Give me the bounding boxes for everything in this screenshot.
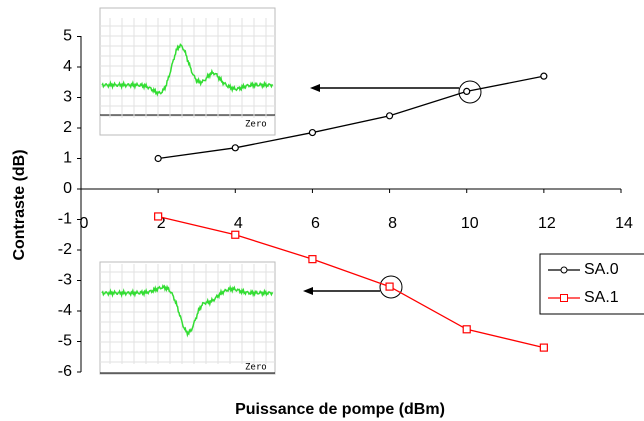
series-line [158, 75, 544, 160]
y-tick-label: -1 [58, 211, 72, 228]
series-line [157, 215, 545, 349]
legend-marker [560, 266, 568, 274]
x-tick-label: 14 [615, 215, 633, 232]
point [462, 325, 471, 334]
point [154, 154, 162, 163]
inset-trace [101, 43, 274, 97]
legend-label: SA.0 [584, 261, 619, 278]
point [540, 72, 548, 80]
inset-bottom [99, 261, 276, 375]
y-tick-label: 1 [63, 150, 72, 167]
x-tick-label: 4 [234, 215, 243, 232]
point [231, 144, 239, 152]
legend [539, 253, 644, 315]
x-axis-title: Puissance de pompe (dBm) [235, 401, 445, 418]
inset-label: Zero [245, 120, 267, 130]
x-tick-label: 0 [80, 215, 89, 232]
point [308, 255, 317, 264]
point [231, 230, 240, 239]
x-tick-label: 2 [157, 215, 166, 232]
x-tick-label: 10 [461, 215, 479, 232]
y-tick-label: 4 [63, 58, 72, 75]
x-tick-label: 6 [311, 215, 320, 232]
y-tick-label: -6 [58, 363, 72, 380]
y-tick-label: 0 [63, 180, 72, 197]
inset-top [99, 7, 276, 136]
insets: Zero Zero [99, 7, 276, 375]
legend-marker [560, 294, 568, 302]
x-tick-label: 12 [538, 215, 556, 232]
point [463, 87, 471, 96]
point [539, 343, 548, 352]
legend-label: SA.1 [584, 289, 619, 306]
highlight-circle [379, 275, 403, 299]
y-tick-label: -3 [58, 272, 72, 289]
point [308, 128, 317, 137]
y-tick-label: 5 [63, 28, 72, 45]
y-tick-label: 2 [63, 119, 72, 136]
point [385, 112, 394, 120]
y-tick-label: 3 [63, 89, 72, 106]
x-tick-label: 8 [388, 215, 397, 232]
y-tick-label: -2 [58, 241, 72, 258]
y-tick-label: -5 [58, 333, 72, 350]
point [154, 212, 163, 221]
inset-label: Zero [245, 363, 267, 373]
point [385, 282, 394, 291]
y-tick-label: -4 [58, 302, 72, 319]
inset-trace [101, 283, 274, 338]
y-axis-title: Contraste (dB) [11, 149, 28, 260]
arrow-head [303, 287, 313, 295]
arrow-head [310, 84, 320, 92]
highlight-circle [458, 80, 482, 104]
